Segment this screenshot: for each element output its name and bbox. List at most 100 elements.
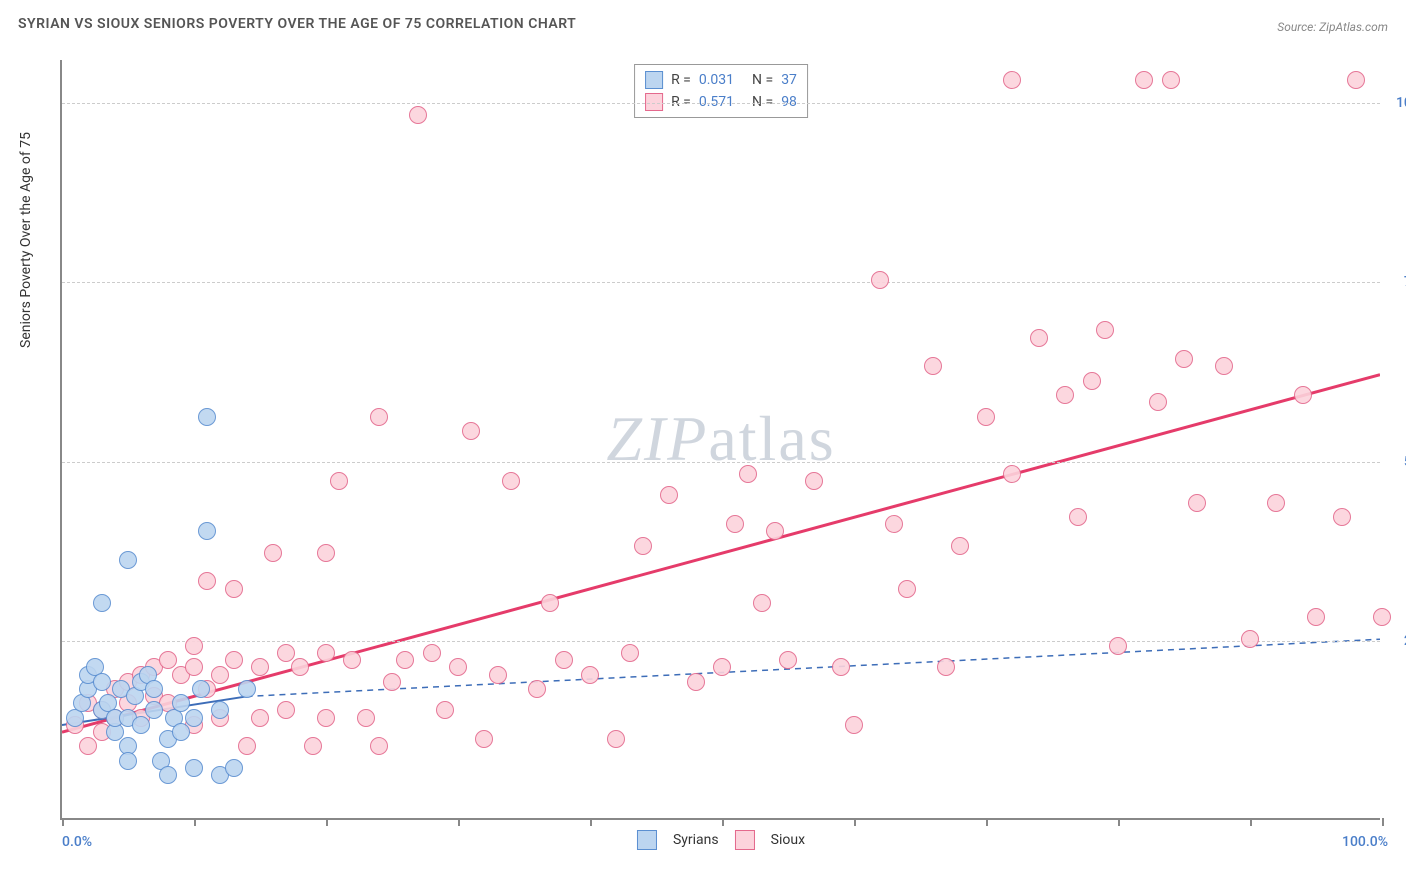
x-tick: [194, 818, 196, 826]
trendline: [247, 639, 1380, 696]
scatter-point: [370, 737, 388, 755]
scatter-point: [1003, 71, 1021, 89]
scatter-point: [660, 486, 678, 504]
scatter-point: [317, 544, 335, 562]
scatter-point: [1294, 386, 1312, 404]
legend-r-label: R =: [671, 91, 691, 113]
scatter-point: [251, 709, 269, 727]
legend-row: R = 0.571 N = 98: [645, 91, 797, 113]
scatter-point: [198, 522, 216, 540]
source-text: Source: ZipAtlas.com: [1277, 20, 1388, 34]
scatter-point: [766, 522, 784, 540]
legend-swatch: [645, 93, 663, 111]
x-tick: [722, 818, 724, 826]
scatter-point: [211, 666, 229, 684]
scatter-point: [726, 515, 744, 533]
scatter-point: [1056, 386, 1074, 404]
x-tick: [590, 818, 592, 826]
scatter-point: [383, 673, 401, 691]
scatter-point: [489, 666, 507, 684]
scatter-point: [357, 709, 375, 727]
x-tick: [62, 818, 64, 826]
chart-title: SYRIAN VS SIOUX SENIORS POVERTY OVER THE…: [18, 16, 576, 32]
scatter-point: [898, 580, 916, 598]
scatter-point: [528, 680, 546, 698]
legend-r-value: 0.571: [699, 91, 734, 113]
scatter-point: [475, 730, 493, 748]
legend-n-label: N =: [752, 69, 773, 91]
scatter-point: [277, 644, 295, 662]
scatter-point: [937, 658, 955, 676]
gridline: [62, 462, 1380, 463]
scatter-point: [185, 709, 203, 727]
scatter-point: [225, 651, 243, 669]
scatter-point: [977, 408, 995, 426]
scatter-point: [396, 651, 414, 669]
trendline: [62, 375, 1380, 733]
scatter-point: [1241, 630, 1259, 648]
scatter-point: [1307, 608, 1325, 626]
scatter-point: [1347, 71, 1365, 89]
scatter-point: [370, 408, 388, 426]
gridline: [62, 641, 1380, 642]
legend-n-label: N =: [752, 91, 773, 113]
scatter-point: [1030, 329, 1048, 347]
scatter-point: [462, 422, 480, 440]
scatter-point: [1215, 357, 1233, 375]
scatter-point: [211, 701, 229, 719]
legend-r-value: 0.031: [699, 69, 734, 91]
scatter-point: [713, 658, 731, 676]
scatter-point: [304, 737, 322, 755]
scatter-point: [1162, 71, 1180, 89]
scatter-point: [1083, 372, 1101, 390]
legend-n-value: 98: [781, 91, 797, 113]
scatter-point: [238, 737, 256, 755]
scatter-point: [449, 658, 467, 676]
gridline: [62, 282, 1380, 283]
scatter-point: [198, 408, 216, 426]
scatter-point: [753, 594, 771, 612]
legend-row: R =0.031N =37: [645, 69, 797, 91]
scatter-point: [739, 465, 757, 483]
scatter-point: [225, 580, 243, 598]
legend-swatch: [645, 71, 663, 89]
scatter-point: [277, 701, 295, 719]
scatter-point: [198, 572, 216, 590]
scatter-point: [330, 472, 348, 490]
x-tick: [326, 818, 328, 826]
scatter-point: [832, 658, 850, 676]
scatter-point: [1188, 494, 1206, 512]
x-tick: [986, 818, 988, 826]
scatter-point: [225, 759, 243, 777]
x-tick: [1118, 818, 1120, 826]
scatter-point: [159, 766, 177, 784]
scatter-point: [145, 701, 163, 719]
scatter-point: [541, 594, 559, 612]
scatter-point: [1149, 393, 1167, 411]
gridline: [62, 103, 1380, 104]
scatter-point: [1096, 321, 1114, 339]
scatter-point: [317, 709, 335, 727]
scatter-point: [119, 551, 137, 569]
scatter-point: [621, 644, 639, 662]
scatter-point: [502, 472, 520, 490]
scatter-point: [1267, 494, 1285, 512]
scatter-point: [607, 730, 625, 748]
scatter-point: [264, 544, 282, 562]
scatter-point: [634, 537, 652, 555]
x-tick: [458, 818, 460, 826]
scatter-point: [1069, 508, 1087, 526]
scatter-point: [845, 716, 863, 734]
scatter-point: [1373, 608, 1391, 626]
scatter-point: [238, 680, 256, 698]
scatter-point: [436, 701, 454, 719]
scatter-point: [924, 357, 942, 375]
scatter-point: [1135, 71, 1153, 89]
x-tick: [1382, 818, 1384, 826]
y-tick-label: 100.0%: [1396, 95, 1406, 111]
scatter-point: [423, 644, 441, 662]
scatter-point: [885, 515, 903, 533]
legend-series-label: Syrians: [673, 832, 719, 848]
x-tick: [854, 818, 856, 826]
scatter-point: [79, 737, 97, 755]
